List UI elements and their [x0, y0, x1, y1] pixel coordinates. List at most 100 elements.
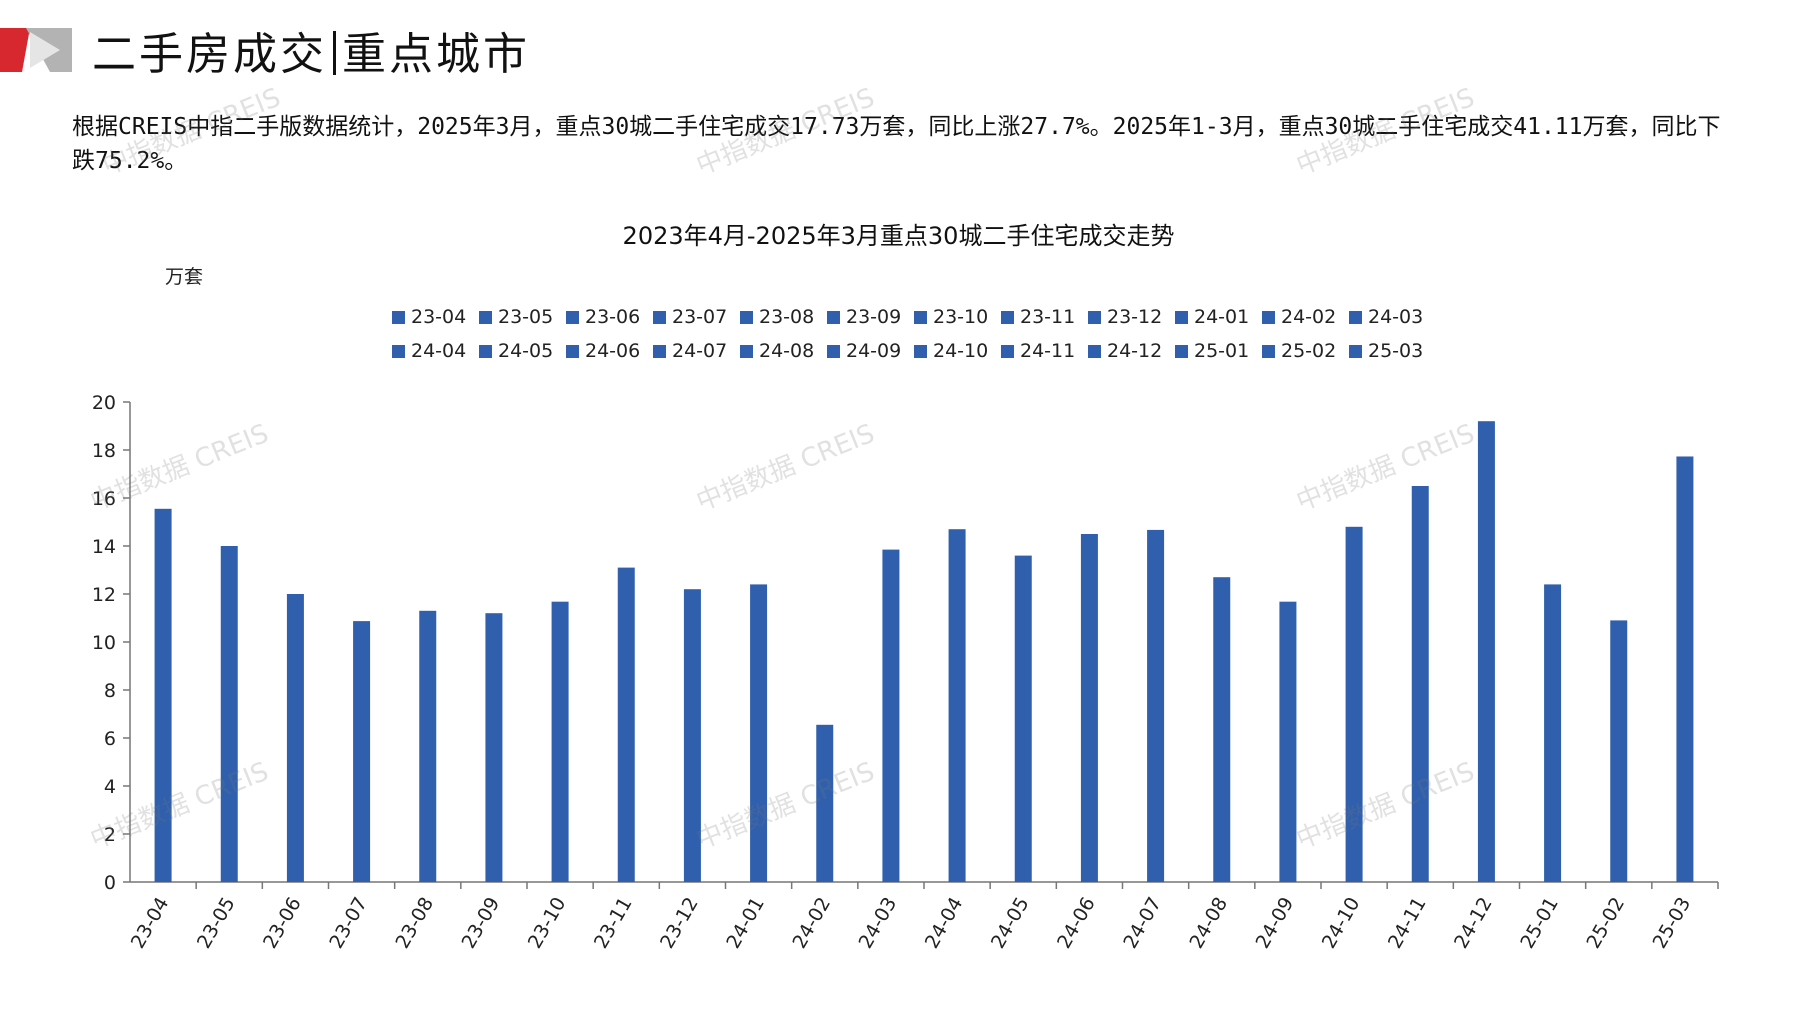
legend-label: 23-05: [498, 306, 554, 328]
page-title-right: 重点城市: [342, 29, 530, 80]
y-tick-label: 20: [92, 392, 116, 414]
legend-swatch: [1001, 344, 1014, 358]
page-title: 二手房成交 重点城市: [92, 18, 530, 82]
legend-swatch: [914, 310, 927, 324]
legend-swatch: [1262, 344, 1275, 358]
legend-item: 25-01: [1175, 340, 1262, 362]
legend-label: 23-12: [1107, 306, 1163, 328]
legend-item: 25-02: [1262, 340, 1349, 362]
legend-item: 24-04: [392, 340, 479, 362]
bar: [816, 724, 834, 882]
legend-swatch: [479, 310, 492, 324]
legend-swatch: [392, 310, 405, 324]
bar: [882, 549, 900, 882]
legend-item: 23-09: [827, 306, 914, 328]
legend-swatch: [566, 344, 579, 358]
bar: [683, 589, 701, 882]
x-tick-label: 24-09: [1252, 894, 1299, 953]
x-tick-label: 24-01: [722, 894, 769, 953]
legend-label: 25-01: [1194, 340, 1250, 362]
legend-label: 25-02: [1281, 340, 1337, 362]
page-title-left: 二手房成交: [92, 29, 327, 80]
bar: [220, 546, 238, 882]
legend-swatch: [827, 344, 840, 358]
legend-label: 24-05: [498, 340, 554, 362]
legend-label: 24-04: [411, 340, 467, 362]
legend-swatch: [479, 344, 492, 358]
legend-item: 24-02: [1262, 306, 1349, 328]
legend-swatch: [827, 310, 840, 324]
legend-label: 24-03: [1368, 306, 1424, 328]
x-tick-label: 24-06: [1053, 894, 1100, 953]
y-tick-label: 16: [92, 488, 116, 510]
legend-item: 24-06: [566, 340, 653, 362]
legend-label: 23-04: [411, 306, 467, 328]
bar: [617, 567, 635, 882]
summary-paragraph: 根据CREIS中指二手版数据统计，2025年3月，重点30城二手住宅成交17.7…: [72, 114, 1721, 174]
legend-swatch: [1349, 310, 1362, 324]
bar: [419, 610, 437, 882]
bar: [1345, 526, 1363, 882]
legend-item: 24-05: [479, 340, 566, 362]
legend-item: 23-04: [392, 306, 479, 328]
x-tick-label: 25-02: [1582, 894, 1629, 953]
legend-item: 24-07: [653, 340, 740, 362]
x-tick-label: 24-11: [1384, 894, 1431, 953]
x-tick-label: 24-08: [1185, 894, 1232, 953]
legend-swatch: [653, 310, 666, 324]
bar: [1610, 620, 1628, 882]
bar: [1676, 456, 1694, 882]
x-tick-label: 23-09: [458, 894, 505, 953]
legend-label: 24-07: [672, 340, 728, 362]
x-tick-label: 23-11: [590, 894, 637, 953]
y-tick-label: 10: [92, 632, 116, 654]
legend-label: 23-10: [933, 306, 989, 328]
legend-swatch: [1175, 310, 1188, 324]
bar: [485, 613, 503, 882]
legend-swatch: [1175, 344, 1188, 358]
legend-label: 24-10: [933, 340, 989, 362]
legend-label: 25-03: [1368, 340, 1424, 362]
legend-label: 23-09: [846, 306, 902, 328]
bar: [1014, 555, 1032, 882]
x-tick-label: 24-04: [921, 894, 968, 953]
legend-item: 25-03: [1349, 340, 1436, 362]
legend-label: 23-06: [585, 306, 641, 328]
y-tick-label: 12: [92, 584, 116, 606]
y-tick-label: 2: [104, 824, 116, 846]
legend-label: 24-06: [585, 340, 641, 362]
legend-swatch: [653, 344, 666, 358]
legend-label: 24-02: [1281, 306, 1337, 328]
bar: [154, 508, 172, 882]
legend-label: 23-07: [672, 306, 728, 328]
x-tick-label: 23-04: [127, 894, 174, 953]
legend-swatch: [914, 344, 927, 358]
legend-item: 24-12: [1088, 340, 1175, 362]
legend-label: 23-11: [1020, 306, 1076, 328]
brand-logo: [0, 28, 72, 72]
bar: [1147, 529, 1165, 882]
bar: [948, 529, 966, 882]
legend-label: 24-09: [846, 340, 902, 362]
y-tick-label: 14: [92, 536, 116, 558]
legend-item: 24-09: [827, 340, 914, 362]
legend-item: 23-10: [914, 306, 1001, 328]
legend-swatch: [1262, 310, 1275, 324]
bar: [750, 584, 768, 882]
x-tick-label: 24-05: [987, 894, 1034, 953]
x-tick-label: 23-08: [391, 894, 438, 953]
x-tick-label: 23-05: [193, 894, 240, 953]
legend-swatch: [1001, 310, 1014, 324]
legend-label: 24-11: [1020, 340, 1076, 362]
x-tick-label: 25-01: [1516, 894, 1563, 953]
x-tick-label: 24-12: [1450, 894, 1497, 953]
legend-label: 24-08: [759, 340, 815, 362]
legend-swatch: [1088, 310, 1101, 324]
x-tick-label: 24-10: [1318, 894, 1365, 953]
legend-item: 24-01: [1175, 306, 1262, 328]
logo-red-shape: [0, 28, 30, 72]
legend-item: 23-12: [1088, 306, 1175, 328]
bar: [1080, 534, 1098, 882]
legend-swatch: [392, 344, 405, 358]
x-tick-label: 23-07: [325, 894, 372, 953]
